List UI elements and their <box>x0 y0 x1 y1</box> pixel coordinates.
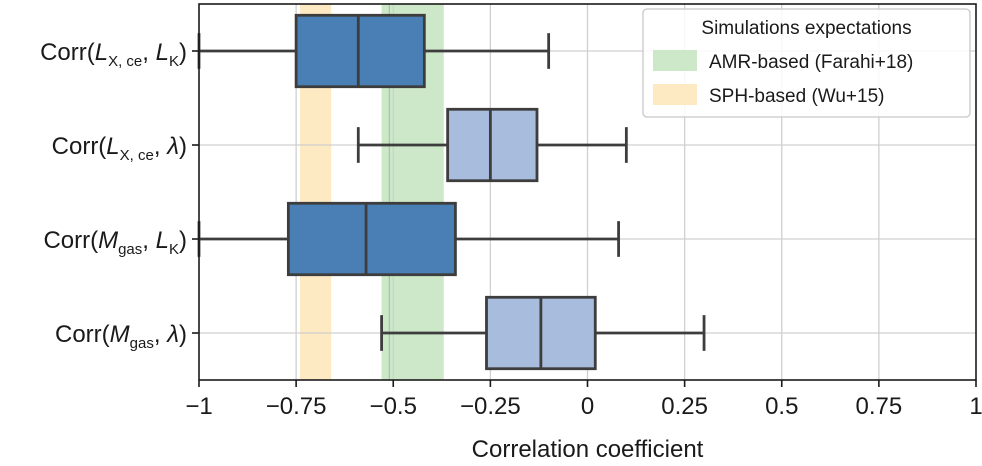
x-tick-label-3: −0.25 <box>460 393 521 420</box>
category-comma-0: , <box>142 39 155 66</box>
legend-swatch-0 <box>653 50 697 71</box>
legend-label-1: SPH-based (Wu+15) <box>709 86 884 107</box>
box-1 <box>446 107 539 183</box>
legend-label-0: AMR-based (Farahi+18) <box>709 52 913 73</box>
category-symbol-1-3: M <box>110 321 130 348</box>
category-greek-1: λ <box>165 133 179 160</box>
x-tick-label-7: 0.75 <box>856 393 903 420</box>
legend-title: Simulations expectations <box>701 18 911 39</box>
category-close-3: ) <box>179 321 187 348</box>
box-plots <box>197 13 706 371</box>
category-base-0: Corr( <box>40 39 95 66</box>
legend: Simulations expectations AMR-based (Farah… <box>642 8 971 118</box>
category-subscript-1-2: gas <box>118 241 142 258</box>
category-label-2: Corr(Mgas, LK) <box>43 227 187 258</box>
x-axis-ticks: −1 −0.75 −0.5 −0.25 0 0.25 0.5 0.75 1 <box>185 380 982 420</box>
category-label-1: Corr(LX, ce, λ) <box>52 133 187 164</box>
category-base-1: Corr( <box>52 133 107 160</box>
box-2 <box>286 201 457 277</box>
category-symbol-1-0: L <box>95 39 108 66</box>
x-tick-label-1: −0.75 <box>266 393 327 420</box>
category-comma-2: , <box>142 227 155 254</box>
x-tick-label-6: 0.5 <box>765 393 798 420</box>
box-0 <box>294 13 426 89</box>
category-symbol-1-1: L <box>106 133 119 160</box>
category-label-3: Corr(Mgas, λ) <box>55 321 187 352</box>
category-symbol-2-0: L <box>156 39 169 66</box>
x-tick-label-8: 1 <box>969 393 982 420</box>
category-subscript-1-0: X, ce <box>108 53 142 70</box>
category-greek-3: λ <box>165 321 179 348</box>
x-tick-label-0: −1 <box>185 393 212 420</box>
legend-swatch-1 <box>653 84 697 105</box>
category-subscript-1-3: gas <box>130 335 154 352</box>
category-comma-3: , <box>154 321 167 348</box>
y-category-labels: Corr(LX, ce, LK)Corr(LX, ce, λ)Corr(Mgas… <box>40 39 199 352</box>
category-subscript-2-2: K <box>169 241 179 258</box>
category-subscript-2-0: K <box>169 53 179 70</box>
category-close-1: ) <box>179 133 187 160</box>
category-close-0: ) <box>179 39 187 66</box>
x-axis-title: Correlation coefficient <box>472 436 704 461</box>
category-close-2: ) <box>179 227 187 254</box>
category-symbol-2-2: L <box>156 227 169 254</box>
category-base-3: Corr( <box>55 321 110 348</box>
x-tick-label-2: −0.5 <box>370 393 417 420</box>
legend-box <box>642 8 971 118</box>
category-symbol-1-2: M <box>98 227 118 254</box>
category-comma-1: , <box>154 133 167 160</box>
category-base-2: Corr( <box>43 227 98 254</box>
category-subscript-1-1: X, ce <box>120 147 154 164</box>
x-tick-label-4: 0 <box>581 393 594 420</box>
category-label-0: Corr(LX, ce, LK) <box>40 39 187 70</box>
x-tick-label-5: 0.25 <box>661 393 708 420</box>
